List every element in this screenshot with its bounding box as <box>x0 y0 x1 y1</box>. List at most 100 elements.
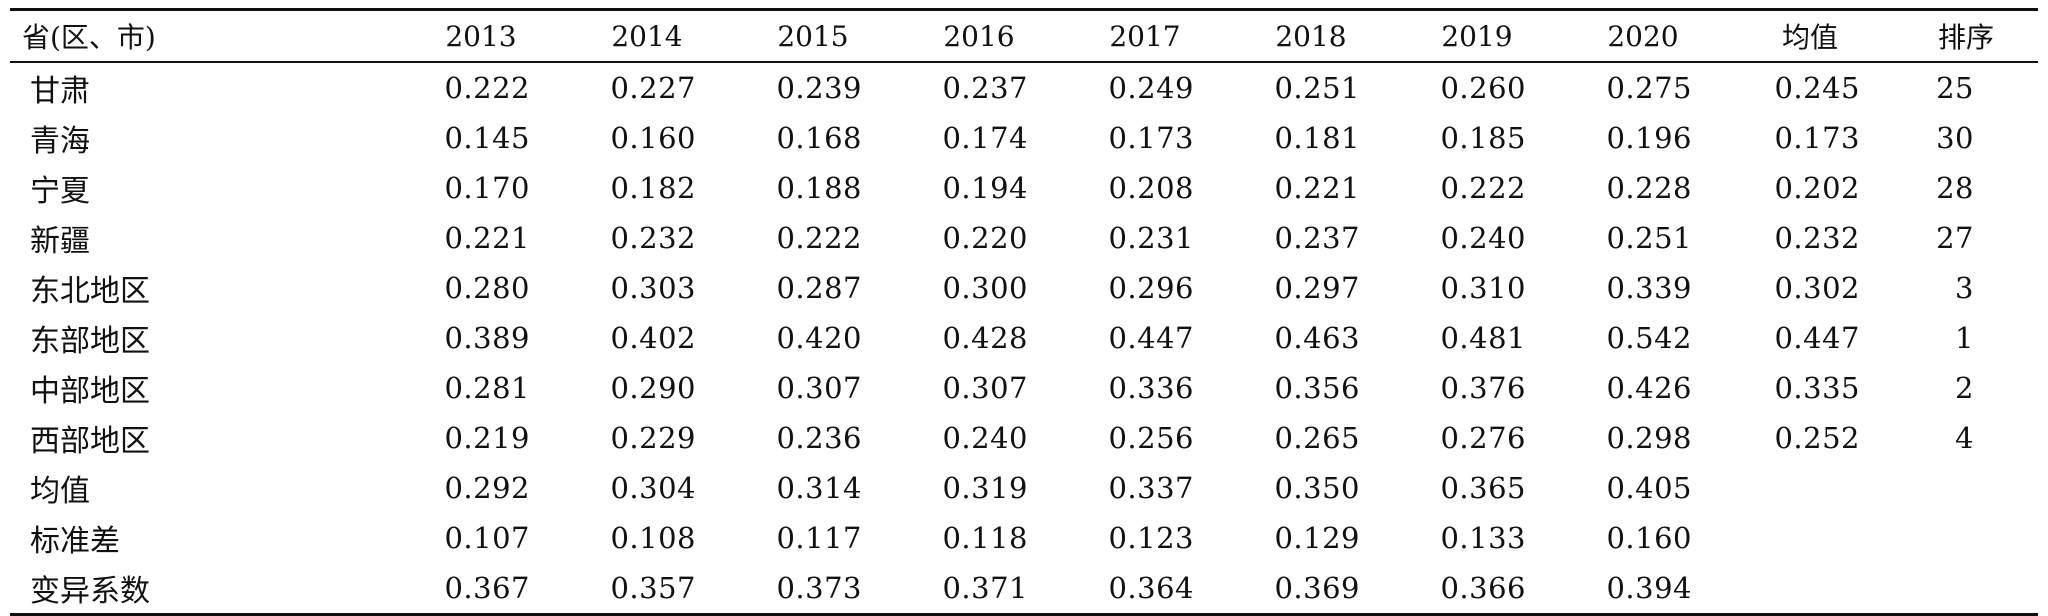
value-cell: 0.275 <box>1606 71 1692 105</box>
value-cell: 0.117 <box>776 521 862 555</box>
rank-cell: 27 <box>1936 221 1974 255</box>
header-2016: 2016 <box>943 19 1015 53</box>
value-cell: 0.337 <box>1108 471 1194 505</box>
value-cell: 0.366 <box>1440 571 1526 605</box>
value-cell: 0.227 <box>610 71 696 105</box>
row-label: 西部地区 <box>30 424 150 459</box>
row-label: 宁夏 <box>30 174 90 209</box>
value-cell: 0.160 <box>1606 521 1692 555</box>
mean-cell: 0.252 <box>1774 421 1860 455</box>
rank-cell: 2 <box>1955 371 1974 405</box>
value-cell: 0.336 <box>1108 371 1194 405</box>
value-cell: 0.365 <box>1440 471 1526 505</box>
value-cell: 0.357 <box>610 571 696 605</box>
value-cell: 0.222 <box>1440 171 1526 205</box>
header-2014: 2014 <box>611 19 683 53</box>
value-cell: 0.310 <box>1440 271 1526 305</box>
rank-cell: 30 <box>1936 121 1974 155</box>
mean-cell: 0.232 <box>1774 221 1860 255</box>
value-cell: 0.108 <box>610 521 696 555</box>
row-label: 青海 <box>30 124 90 159</box>
rank-cell: 25 <box>1936 71 1974 105</box>
value-cell: 0.389 <box>444 321 530 355</box>
value-cell: 0.185 <box>1440 121 1526 155</box>
table-row: 甘肃 0.222 0.227 0.239 0.237 0.249 0.251 0.260 0.2… <box>10 62 2038 113</box>
value-cell: 0.350 <box>1274 471 1360 505</box>
value-cell: 0.170 <box>444 171 530 205</box>
header-2018: 2018 <box>1275 19 1347 53</box>
header-2020: 2020 <box>1607 19 1679 53</box>
row-label: 新疆 <box>30 224 90 259</box>
rank-cell: 1 <box>1955 321 1974 355</box>
value-cell: 0.219 <box>444 421 530 455</box>
header-2015: 2015 <box>777 19 849 53</box>
value-cell: 0.181 <box>1274 121 1360 155</box>
mean-cell: 0.202 <box>1774 171 1860 205</box>
table-row: 变异系数 0.367 0.357 0.373 0.371 0.364 0.369 0.366 0… <box>10 563 2038 615</box>
value-cell: 0.251 <box>1606 221 1692 255</box>
value-cell: 0.280 <box>444 271 530 305</box>
value-cell: 0.371 <box>942 571 1028 605</box>
value-cell: 0.133 <box>1440 521 1526 555</box>
value-cell: 0.356 <box>1274 371 1360 405</box>
value-cell: 0.222 <box>776 221 862 255</box>
mean-cell: 0.302 <box>1774 271 1860 305</box>
table-row: 宁夏 0.170 0.182 0.188 0.194 0.208 0.221 0.222 0.2… <box>10 163 2038 213</box>
value-cell: 0.256 <box>1108 421 1194 455</box>
value-cell: 0.405 <box>1606 471 1692 505</box>
value-cell: 0.228 <box>1606 171 1692 205</box>
value-cell: 0.394 <box>1606 571 1692 605</box>
table-body: 甘肃 0.222 0.227 0.239 0.237 0.249 0.251 0.260 0.2… <box>10 62 2038 615</box>
value-cell: 0.287 <box>776 271 862 305</box>
value-cell: 0.188 <box>776 171 862 205</box>
value-cell: 0.168 <box>776 121 862 155</box>
header-2017: 2017 <box>1109 19 1181 53</box>
value-cell: 0.428 <box>942 321 1028 355</box>
value-cell: 0.300 <box>942 271 1028 305</box>
rank-cell <box>1894 563 2038 615</box>
value-cell: 0.276 <box>1440 421 1526 455</box>
value-cell: 0.174 <box>942 121 1028 155</box>
header-rank: 排序 <box>1937 21 1994 54</box>
rank-cell <box>1894 463 2038 513</box>
row-label: 东北地区 <box>30 274 150 309</box>
value-cell: 0.463 <box>1274 321 1360 355</box>
value-cell: 0.447 <box>1108 321 1194 355</box>
value-cell: 0.249 <box>1108 71 1194 105</box>
mean-cell <box>1726 513 1894 563</box>
value-cell: 0.221 <box>1274 171 1360 205</box>
value-cell: 0.307 <box>942 371 1028 405</box>
value-cell: 0.319 <box>942 471 1028 505</box>
row-label: 中部地区 <box>30 374 150 409</box>
value-cell: 0.296 <box>1108 271 1194 305</box>
value-cell: 0.367 <box>444 571 530 605</box>
value-cell: 0.303 <box>610 271 696 305</box>
value-cell: 0.281 <box>444 371 530 405</box>
value-cell: 0.160 <box>610 121 696 155</box>
value-cell: 0.240 <box>1440 221 1526 255</box>
mean-cell: 0.245 <box>1774 71 1860 105</box>
mean-cell: 0.447 <box>1774 321 1860 355</box>
table-row: 中部地区 0.281 0.290 0.307 0.307 0.336 0.356 0.376 0… <box>10 363 2038 413</box>
value-cell: 0.314 <box>776 471 862 505</box>
value-cell: 0.373 <box>776 571 862 605</box>
table-row: 均值 0.292 0.304 0.314 0.319 0.337 0.350 0.365 0.4… <box>10 463 2038 513</box>
value-cell: 0.364 <box>1108 571 1194 605</box>
header-2019: 2019 <box>1441 19 1513 53</box>
row-label: 甘肃 <box>30 74 90 109</box>
row-label: 均值 <box>30 474 90 509</box>
value-cell: 0.260 <box>1440 71 1526 105</box>
header-mean: 均值 <box>1781 21 1838 54</box>
mean-cell <box>1726 463 1894 513</box>
value-cell: 0.542 <box>1606 321 1692 355</box>
value-cell: 0.222 <box>444 71 530 105</box>
rank-cell: 4 <box>1955 421 1974 455</box>
header-province: 省(区、市) <box>22 21 156 54</box>
value-cell: 0.239 <box>776 71 862 105</box>
value-cell: 0.290 <box>610 371 696 405</box>
value-cell: 0.220 <box>942 221 1028 255</box>
value-cell: 0.307 <box>776 371 862 405</box>
value-cell: 0.236 <box>776 421 862 455</box>
value-cell: 0.107 <box>444 521 530 555</box>
